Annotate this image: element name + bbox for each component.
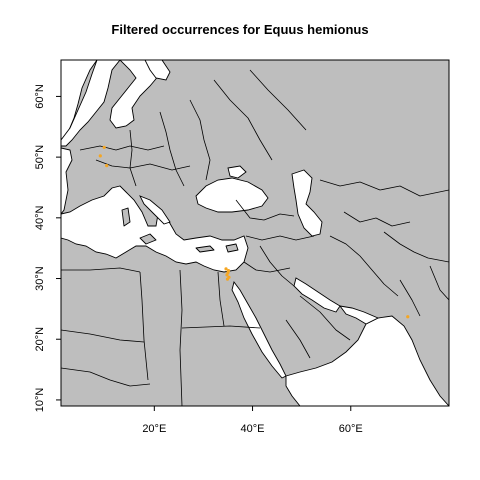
map-title: Filtered occurrences for Equus hemionus bbox=[111, 22, 369, 37]
occurrence-point bbox=[406, 315, 410, 319]
cyprus bbox=[225, 243, 239, 253]
y-axis: 10°N 20°N 30°N 40°N 50°N 60°N bbox=[34, 84, 61, 412]
occurrence-point bbox=[226, 269, 231, 273]
country-borders bbox=[61, 69, 449, 406]
x-tick-label: 20°E bbox=[142, 423, 166, 435]
red-sea bbox=[231, 280, 287, 379]
baltic-sea bbox=[109, 60, 161, 129]
y-tick-label: 20°N bbox=[34, 327, 46, 352]
map-panel bbox=[61, 60, 449, 406]
occurrence-point bbox=[98, 154, 102, 158]
x-tick-label: 40°E bbox=[241, 423, 265, 435]
occurrence-point bbox=[225, 277, 230, 281]
crete bbox=[195, 245, 215, 253]
black-sea bbox=[195, 177, 269, 213]
north-sea bbox=[61, 60, 121, 147]
y-tick-label: 10°N bbox=[34, 388, 46, 413]
sea-of-azov bbox=[227, 165, 247, 179]
sardinia bbox=[121, 207, 131, 227]
x-tick-label: 60°E bbox=[339, 423, 363, 435]
plot-frame bbox=[60, 59, 450, 407]
y-tick-label: 60°N bbox=[34, 84, 46, 109]
y-tick-label: 50°N bbox=[34, 145, 46, 170]
x-axis: 20°E 40°E 60°E bbox=[142, 406, 363, 435]
occurrence-point bbox=[224, 267, 228, 271]
gulf-of-oman bbox=[338, 305, 380, 325]
occurrence-points bbox=[98, 145, 410, 319]
sicily bbox=[139, 233, 157, 245]
caspian-sea bbox=[291, 169, 323, 237]
y-tick-label: 30°N bbox=[34, 266, 46, 291]
occurrence-point bbox=[105, 164, 109, 168]
y-tick-label: 40°N bbox=[34, 205, 46, 230]
occurrence-point bbox=[102, 145, 106, 150]
occurrence-point bbox=[225, 273, 229, 277]
arabian-sea bbox=[285, 315, 449, 406]
gulf-of-bothnia bbox=[144, 60, 171, 81]
adriatic-sea bbox=[139, 195, 171, 225]
persian-gulf bbox=[293, 277, 341, 313]
